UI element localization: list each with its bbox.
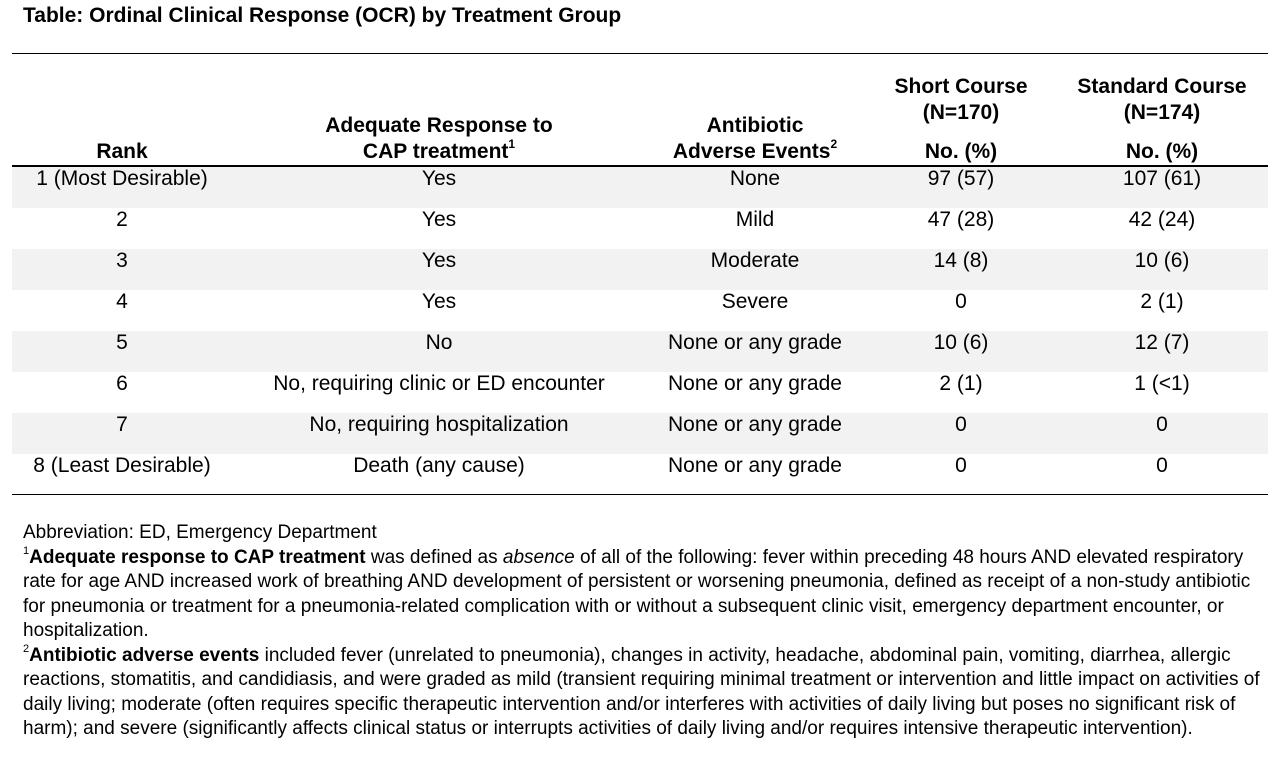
cell-adverse-events: Mild — [735, 208, 775, 231]
cell-response: Yes — [421, 208, 457, 231]
cell-adverse-events: None or any grade — [668, 372, 842, 395]
footnote-1: 1Adequate response to CAP treatment was … — [23, 544, 1263, 644]
cell-short-course: 14 (8) — [933, 249, 989, 272]
footnote-1-text-a: was defined as — [365, 546, 503, 568]
footnote-1-marker: 1 — [23, 544, 30, 557]
cell-adverse-events: None — [729, 167, 781, 190]
cell-response: Yes — [421, 167, 457, 190]
cell-response: No — [425, 331, 453, 354]
cell-short-course: 97 (57) — [927, 167, 995, 190]
header-rank: Rank — [96, 140, 148, 163]
footnote-2-marker: 2 — [23, 642, 30, 655]
cell-rank: 5 — [116, 331, 128, 354]
bottom-rule — [12, 494, 1268, 495]
footnotes: Abbreviation: ED, Emergency Department 1… — [23, 521, 1263, 742]
cell-adverse-events: None or any grade — [668, 413, 842, 436]
footnote-marker-2: 2 — [830, 137, 838, 151]
cell-standard-course: 0 — [1156, 413, 1168, 436]
cell-response: Yes — [421, 290, 457, 313]
cell-adverse-events: Moderate — [710, 249, 800, 272]
cell-short-course: 2 (1) — [939, 372, 983, 395]
table-body: 1 (Most Desirable) Yes None 97 (57) 107 … — [12, 167, 1268, 495]
table-row: 5 No None or any grade 10 (6) 12 (7) — [12, 331, 1268, 372]
cell-standard-course: 12 (7) — [1134, 331, 1190, 354]
cell-short-course: 0 — [955, 413, 967, 436]
cell-short-course: 0 — [955, 290, 967, 313]
table-row: 3 Yes Moderate 14 (8) 10 (6) — [12, 249, 1268, 290]
cell-short-course: 10 (6) — [933, 331, 989, 354]
header-standard-course: Standard Course (N=174) No. (%) — [1077, 75, 1247, 163]
cell-response: Death (any cause) — [353, 454, 525, 477]
header-short-course: Short Course (N=170) No. (%) — [894, 75, 1028, 163]
footnote-1-text-b: of all of the following: fever within pr… — [23, 546, 1251, 642]
top-rule — [12, 53, 1268, 54]
cell-standard-course: 1 (<1) — [1134, 372, 1190, 395]
cell-rank: 1 (Most Desirable) — [36, 167, 208, 190]
cell-response: No, requiring hospitalization — [309, 413, 569, 436]
abbreviation-note: Abbreviation: ED, Emergency Department — [23, 522, 377, 543]
cell-rank: 2 — [116, 208, 128, 231]
header-adverse-events: Antibiotic Adverse Events2 — [672, 114, 838, 163]
table-row: 8 (Least Desirable) Death (any cause) No… — [12, 454, 1268, 495]
table-title: Table: Ordinal Clinical Response (OCR) b… — [23, 4, 622, 27]
cell-standard-course: 2 (1) — [1140, 290, 1184, 313]
cell-response: No, requiring clinic or ED encounter — [273, 372, 605, 395]
footnote-1-term: Adequate response to CAP treatment — [29, 546, 366, 568]
table-row: 4 Yes Severe 0 2 (1) — [12, 290, 1268, 331]
cell-rank: 6 — [116, 372, 128, 395]
cell-standard-course: 42 (24) — [1128, 208, 1196, 231]
cell-adverse-events: Severe — [721, 290, 789, 313]
header-rule — [12, 165, 1268, 167]
header-adequate-response: Adequate Response to CAP treatment1 — [325, 114, 553, 163]
cell-rank: 3 — [116, 249, 128, 272]
cell-standard-course: 0 — [1156, 454, 1168, 477]
table-row: 1 (Most Desirable) Yes None 97 (57) 107 … — [12, 167, 1268, 208]
cell-adverse-events: None or any grade — [668, 454, 842, 477]
footnote-2: 2Antibiotic adverse events included feve… — [23, 642, 1263, 742]
footnote-1-emphasis: absence — [502, 546, 575, 568]
cell-standard-course: 107 (61) — [1122, 167, 1202, 190]
footnote-marker-1: 1 — [508, 137, 516, 151]
cell-short-course: 0 — [955, 454, 967, 477]
cell-standard-course: 10 (6) — [1134, 249, 1190, 272]
footnote-2-text: included fever (unrelated to pneumonia),… — [23, 644, 1260, 740]
cell-rank: 4 — [116, 290, 128, 313]
table-row: 2 Yes Mild 47 (28) 42 (24) — [12, 208, 1268, 249]
cell-rank: 7 — [116, 413, 128, 436]
cell-rank: 8 (Least Desirable) — [33, 454, 211, 477]
footnote-2-term: Antibiotic adverse events — [29, 644, 260, 666]
cell-response: Yes — [421, 249, 457, 272]
cell-short-course: 47 (28) — [927, 208, 995, 231]
cell-adverse-events: None or any grade — [668, 331, 842, 354]
table-row: 6 No, requiring clinic or ED encounter N… — [12, 372, 1268, 413]
table-row: 7 No, requiring hospitalization None or … — [12, 413, 1268, 454]
